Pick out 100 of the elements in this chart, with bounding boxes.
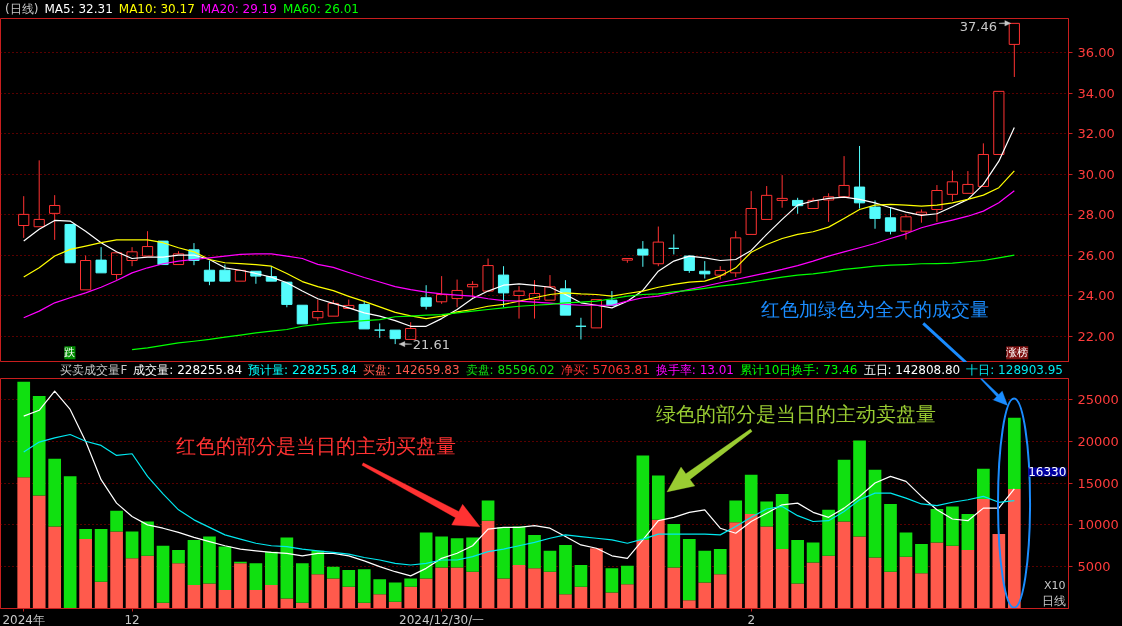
- bar: [187, 585, 201, 609]
- text: 买盘: 142659.83: [362, 363, 460, 377]
- bar: [651, 475, 665, 520]
- bar: [203, 583, 216, 609]
- bar: [651, 519, 665, 609]
- annotation: 涨榜: [1006, 346, 1029, 360]
- text: 五日: 142808.80: [863, 363, 961, 377]
- bar: [79, 539, 92, 609]
- bar: [466, 537, 479, 572]
- candlestick: [513, 285, 525, 320]
- bar: [698, 582, 712, 609]
- y-axis-title: X10: [1043, 578, 1066, 592]
- text: MA10: 30.17: [118, 2, 195, 16]
- bar: [528, 534, 541, 569]
- bar: [17, 477, 31, 609]
- annotation: 21.61: [412, 336, 450, 352]
- bar: [853, 440, 866, 537]
- text: 十日: 128903.95: [966, 363, 1063, 377]
- bar: [326, 566, 340, 579]
- bar: [280, 598, 294, 609]
- candlestick: [528, 279, 541, 320]
- bar: [822, 509, 835, 556]
- candlestick: [126, 246, 138, 267]
- bar: [373, 579, 387, 595]
- y-tick-label: 10000: [1077, 517, 1119, 533]
- bar: [388, 582, 402, 602]
- bar: [590, 548, 603, 609]
- bar: [280, 537, 294, 599]
- y-tick-label: 20000: [1077, 433, 1119, 449]
- y-tick-label: 34.00: [1077, 85, 1115, 101]
- bar: [837, 459, 851, 522]
- bar: [682, 600, 696, 609]
- bar: [342, 586, 356, 609]
- bar: [311, 550, 325, 575]
- y-tick-label: 28.00: [1077, 207, 1115, 223]
- bar: [930, 542, 944, 609]
- bar: [48, 526, 62, 609]
- candlestick: [234, 269, 247, 282]
- x-tick-label: 2024年: [2, 612, 45, 626]
- candlestick: [64, 224, 76, 264]
- candlestick: [327, 299, 339, 317]
- text: 卖盘: 85596.02: [465, 363, 555, 377]
- bar: [373, 594, 387, 609]
- bar: [203, 536, 216, 584]
- annotation: 红色的部分是当日的主动买盘量: [175, 434, 456, 459]
- bar: [435, 567, 448, 609]
- bar: [234, 563, 247, 609]
- bar: [868, 469, 882, 558]
- candlestick: [33, 159, 45, 228]
- candlestick: [80, 254, 92, 291]
- bar: [481, 500, 495, 521]
- bar: [946, 545, 959, 609]
- candlestick: [822, 192, 835, 223]
- candlestick: [219, 264, 231, 282]
- candlestick: [451, 279, 463, 308]
- candlestick: [807, 197, 819, 210]
- bar: [172, 563, 185, 609]
- candlestick: [482, 257, 494, 292]
- bar: [156, 545, 170, 603]
- bar: [295, 563, 309, 603]
- bar: [125, 558, 139, 609]
- candlestick: [761, 185, 773, 220]
- annotation: 绿色的部分是当日的主动卖盘量: [656, 402, 937, 427]
- bar: [791, 539, 804, 584]
- bar: [218, 546, 232, 591]
- bar: [744, 474, 758, 514]
- bar: [853, 536, 866, 609]
- text: 换手率: 13.01: [655, 363, 735, 377]
- bar: [79, 529, 92, 540]
- bar: [775, 493, 789, 550]
- text: MA5: 32.31: [44, 2, 113, 16]
- annotation: 跌: [64, 346, 76, 360]
- bar: [388, 601, 402, 609]
- bar: [342, 570, 356, 587]
- bar: [713, 549, 727, 575]
- bar: [32, 495, 46, 609]
- bar: [481, 520, 495, 609]
- bar: [497, 527, 510, 579]
- bar: [141, 521, 154, 556]
- bar: [528, 568, 541, 609]
- bar: [605, 568, 619, 593]
- bar: [141, 555, 154, 609]
- candlestick: [575, 317, 587, 340]
- candlestick: [931, 184, 943, 223]
- bar: [899, 556, 913, 609]
- bar: [1007, 417, 1021, 489]
- chart-title: 买卖成交量F: [60, 363, 128, 377]
- bar: [559, 594, 572, 609]
- bar: [466, 571, 479, 609]
- text: 净买: 57063.81: [560, 363, 650, 377]
- candlestick: [838, 155, 850, 198]
- bar: [404, 586, 418, 609]
- candlestick: [296, 304, 308, 325]
- candlestick: [853, 145, 866, 210]
- text: 累计10日换手: 73.46: [740, 363, 858, 377]
- y-tick-label: 22.00: [1077, 328, 1115, 344]
- candlestick: [49, 194, 61, 241]
- bar: [574, 586, 588, 609]
- bar: [172, 549, 185, 564]
- candlestick: [95, 246, 107, 274]
